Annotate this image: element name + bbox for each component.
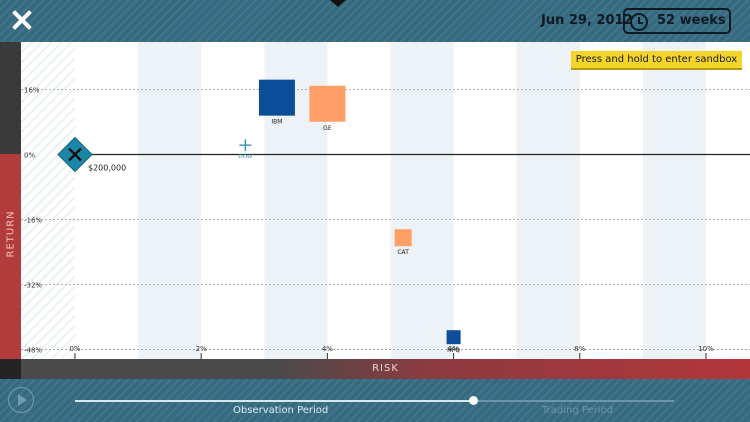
return-axis-bar: RETURN [0,42,21,359]
stock-label: GE [323,125,332,132]
date-label: Jun 29, 2012 [541,13,633,28]
observation-period-label: Observation Period [233,405,329,416]
grid-band [390,42,454,359]
x-tick-label: 10% [698,345,714,353]
x-tick-label: 0% [69,345,80,353]
grid-band [516,42,580,359]
risk-axis-label: RISK [372,363,399,374]
y-tick-label: 16% [24,87,40,95]
stock-square [394,229,412,247]
stock-label: HPQ [447,347,460,354]
sandbox-button[interactable]: Press and hold to enter sandbox [571,51,742,70]
y-tick-label: -32% [24,281,42,289]
portfolio-cross [68,147,82,162]
y-tick-label: -16% [24,216,42,224]
timeline-observation-track[interactable] [75,400,474,402]
plot-svg: 16% 0% -16% -32% -48% 0% 2% 4% 6% 8% 10% IBM GE CAT HP… [21,42,750,359]
stock-label: CAT [397,249,409,256]
period-selector[interactable]: 52 weeks [623,8,731,34]
close-icon[interactable] [10,8,34,32]
portfolio-value-label: $200,000 [88,164,126,173]
axis-corner [0,359,21,379]
period-label: 52 weeks [657,13,726,28]
risk-return-chart[interactable]: 16% 0% -16% -32% -48% 0% 2% 4% 6% 8% 10% IBM GE CAT HP… [21,42,750,359]
x-tick-label: 4% [322,345,333,353]
no-risk-zone [21,42,75,359]
top-bar: Jun 29, 2012 52 weeks [0,0,750,42]
dropdown-notch-icon[interactable] [330,0,346,7]
timeline-trading-track[interactable] [474,400,674,402]
play-icon[interactable] [8,387,34,413]
return-axis-negative [0,154,21,359]
y-tick-label: 0% [24,152,35,160]
grid-band [138,42,202,359]
x-tick-label: 2% [196,345,207,353]
benchmark-label: DOW [238,154,253,160]
timeline-knob[interactable] [469,396,478,405]
stock-square [309,85,346,122]
return-axis-positive [0,42,21,154]
clock-icon [630,13,648,31]
stock-square [258,79,295,116]
risk-axis-bar: RISK [0,359,750,379]
trading-period-label: Trading Period [542,405,614,416]
x-tick-label: 6% [448,345,459,353]
stock-square [446,330,461,345]
grid-band [642,42,706,359]
bottom-bar: Observation Period Trading Period [0,379,750,422]
x-tick-label: 8% [574,345,585,353]
stock-label: IBM [271,119,282,126]
return-axis-label: RETURN [5,210,17,258]
y-tick-label: -48% [24,346,42,354]
